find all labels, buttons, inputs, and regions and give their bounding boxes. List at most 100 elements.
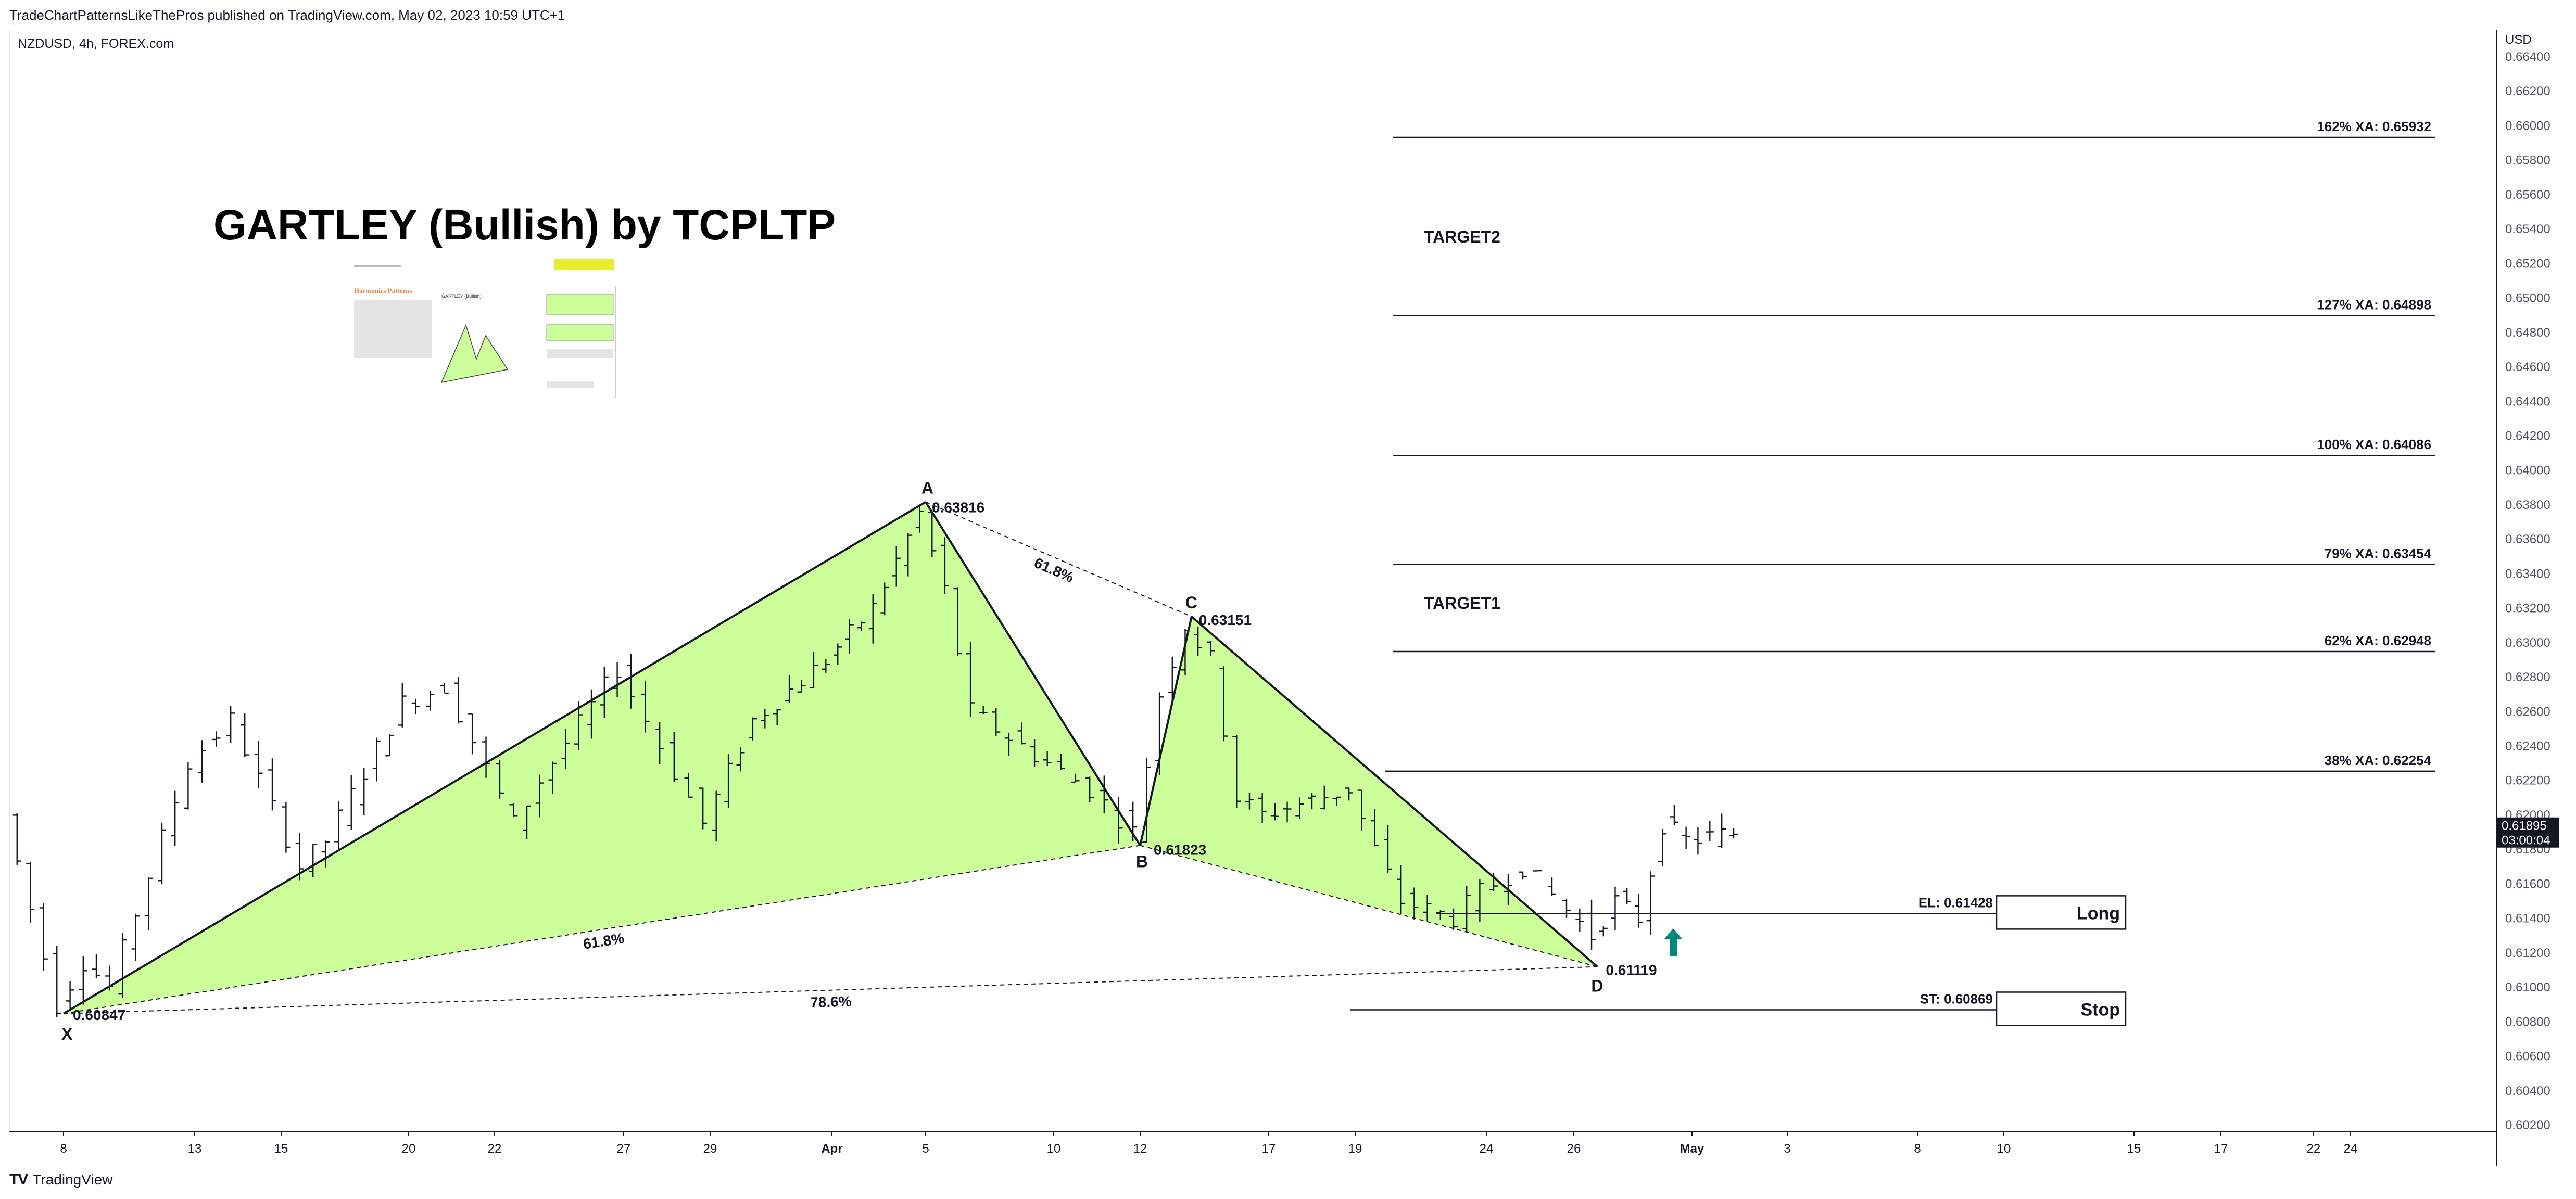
price-tick-label: 0.63000 xyxy=(2505,636,2550,650)
time-tick-label: 17 xyxy=(2214,1142,2228,1156)
leg-xa xyxy=(62,501,927,1015)
last-price-marker: 0.61895 03:00:04 xyxy=(2497,817,2559,848)
target2-label: TARGET2 xyxy=(1424,227,1500,246)
price-ticks: 0.66400 0.66200 0.66000 0.65800 0.65600 0.654… xyxy=(2505,50,2550,1132)
ratio-label-x-d: 78.6% xyxy=(810,993,852,1011)
time-tick-label: 8 xyxy=(60,1142,67,1156)
symbol-info: NZDUSD, 4h, FOREX.com xyxy=(18,36,174,51)
trade-box xyxy=(1996,991,2127,1026)
fib-level-label: 100% XA: 0.64086 xyxy=(2317,437,2431,452)
price-tick-label: 0.62400 xyxy=(2505,739,2550,754)
insert-heading: Harmonics Patterns xyxy=(354,287,412,295)
time-tick-label: 27 xyxy=(617,1142,631,1156)
time-tick-label: 20 xyxy=(402,1142,416,1156)
xab-triangle xyxy=(64,502,1140,1014)
price-tick-label: 0.61000 xyxy=(2505,980,2550,994)
time-tick-label: 24 xyxy=(2344,1142,2358,1156)
pattern-point-price-b: 0.61823 xyxy=(1154,842,1206,858)
tradingview-logo-icon: TV xyxy=(9,1171,28,1188)
insert-level-band-3 xyxy=(547,349,613,358)
price-tick-label: 0.61400 xyxy=(2505,912,2550,926)
time-tick-label: 5 xyxy=(922,1142,929,1156)
time-tick-label: 22 xyxy=(488,1142,502,1156)
pattern-point-b: B xyxy=(1136,852,1148,871)
pattern-point-price-d: 0.61119 xyxy=(1606,962,1657,978)
fib-level-label: 38% XA: 0.62254 xyxy=(2325,752,2432,768)
price-tick-label: 0.60200 xyxy=(2505,1118,2550,1132)
last-price-countdown: 03:00:04 xyxy=(2502,834,2550,848)
trade-levels: EL: 0.61428 Long ST: 0.60869 Stop xyxy=(1350,895,2127,1026)
time-tick-label: 8 xyxy=(1914,1142,1921,1156)
insert-top-bar xyxy=(354,265,401,267)
time-tick-label: 10 xyxy=(1997,1142,2011,1156)
fib-level-label: 62% XA: 0.62948 xyxy=(2325,633,2431,648)
pattern-point-price-x: 0.60847 xyxy=(73,1007,125,1023)
price-tick-label: 0.62600 xyxy=(2505,705,2550,719)
price-tick-label: 0.63400 xyxy=(2505,567,2550,581)
pattern-point-a: A xyxy=(921,479,933,498)
tradingview-brand-name: TradingView xyxy=(32,1171,113,1188)
bcd-triangle xyxy=(1140,616,1598,967)
price-tick-label: 0.61600 xyxy=(2505,877,2550,891)
time-tick-label: May xyxy=(1680,1142,1704,1156)
price-tick-label: 0.63800 xyxy=(2505,498,2550,512)
pattern-point-price-c: 0.63151 xyxy=(1199,612,1252,628)
ratio-label-a-c: 61.8% xyxy=(1032,554,1076,585)
leg-ab xyxy=(925,501,1141,846)
price-tick-label: 0.65200 xyxy=(2505,257,2550,271)
price-tick-label: 0.64400 xyxy=(2505,394,2550,409)
published-line: TradeChartPatternsLikeThePros published … xyxy=(9,7,565,23)
price-tick-label: 0.60800 xyxy=(2505,1015,2550,1029)
time-tick-label: 22 xyxy=(2307,1142,2321,1156)
time-tick-label: 24 xyxy=(1480,1142,1494,1156)
price-tick-label: 0.62200 xyxy=(2505,774,2550,788)
target1-label: TARGET1 xyxy=(1424,594,1500,613)
harmonics-insert-image: Harmonics Patterns GARTLEY (Bullish) xyxy=(354,258,620,403)
price-tick-label: 0.60400 xyxy=(2505,1084,2550,1098)
fib-levels: 162% XA: 0.65932 127% XA: 0.64898 100% XA:… xyxy=(1385,119,2435,772)
pattern-point-labels: X0.60847 A 0.63816 B 0.61823 C0.63151 D0.61119 xyxy=(61,479,1657,1043)
price-tick-label: 0.60600 xyxy=(2505,1050,2550,1064)
price-tick-label: 0.65000 xyxy=(2505,291,2550,305)
trade-box-label: Long xyxy=(2077,903,2120,923)
insert-text-block xyxy=(354,300,432,358)
price-tick-label: 0.64200 xyxy=(2505,429,2550,443)
trade-level-label: ST: 0.60869 xyxy=(1920,991,1993,1006)
fib-level-label: 79% XA: 0.63454 xyxy=(2325,546,2432,562)
price-tick-label: 0.66400 xyxy=(2505,50,2550,64)
fib-level-label: 127% XA: 0.64898 xyxy=(2317,297,2431,312)
price-tick-label: 0.65800 xyxy=(2505,154,2550,168)
ratio-label-x-b: 61.8% xyxy=(582,930,625,952)
price-tick-label: 0.64000 xyxy=(2505,464,2550,478)
pattern-point-c: C xyxy=(1185,593,1197,612)
price-tick-label: 0.63600 xyxy=(2505,532,2550,546)
pattern-point-x: X xyxy=(61,1025,73,1043)
price-tick-label: 0.66200 xyxy=(2505,84,2550,98)
time-tick-label: 3 xyxy=(1784,1142,1790,1156)
time-tick-label: 29 xyxy=(703,1142,717,1156)
chart-title: GARTLEY (Bullish) by TCPLTP xyxy=(213,201,836,249)
price-tick-label: 0.66000 xyxy=(2505,119,2550,133)
insert-subtitle: GARTLEY (Bullish) xyxy=(441,294,482,299)
diag-xb xyxy=(63,845,1141,1014)
pattern-fill xyxy=(64,502,1598,1014)
price-tick-label: 0.61200 xyxy=(2505,946,2550,960)
time-tick-label: 13 xyxy=(188,1142,202,1156)
time-ticks: 8 13 15 20 22 27 29 Apr 5 10 12 17 19 24 26 May 3 8 10 15 17… xyxy=(60,1132,2357,1156)
time-tick-label: 15 xyxy=(274,1142,288,1156)
tradingview-brand[interactable]: TV TradingView xyxy=(9,1171,112,1189)
leg-cd xyxy=(1191,616,1598,968)
price-tick-label: 0.65400 xyxy=(2505,222,2550,236)
price-tick-label: 0.65600 xyxy=(2505,188,2550,202)
diag-xd xyxy=(63,966,1598,1014)
diag-bd xyxy=(1140,845,1598,967)
pattern-point-d: D xyxy=(1591,977,1603,996)
leg-bc xyxy=(1139,616,1193,846)
time-tick-label: 12 xyxy=(1133,1142,1147,1156)
insert-pattern-shape xyxy=(440,324,509,384)
arrow-up-shape xyxy=(1664,928,1682,956)
trade-box-label: Stop xyxy=(2080,1000,2120,1019)
pattern-point-price-a: 0.63816 xyxy=(932,500,984,516)
price-tick-label: 0.62800 xyxy=(2505,670,2550,684)
